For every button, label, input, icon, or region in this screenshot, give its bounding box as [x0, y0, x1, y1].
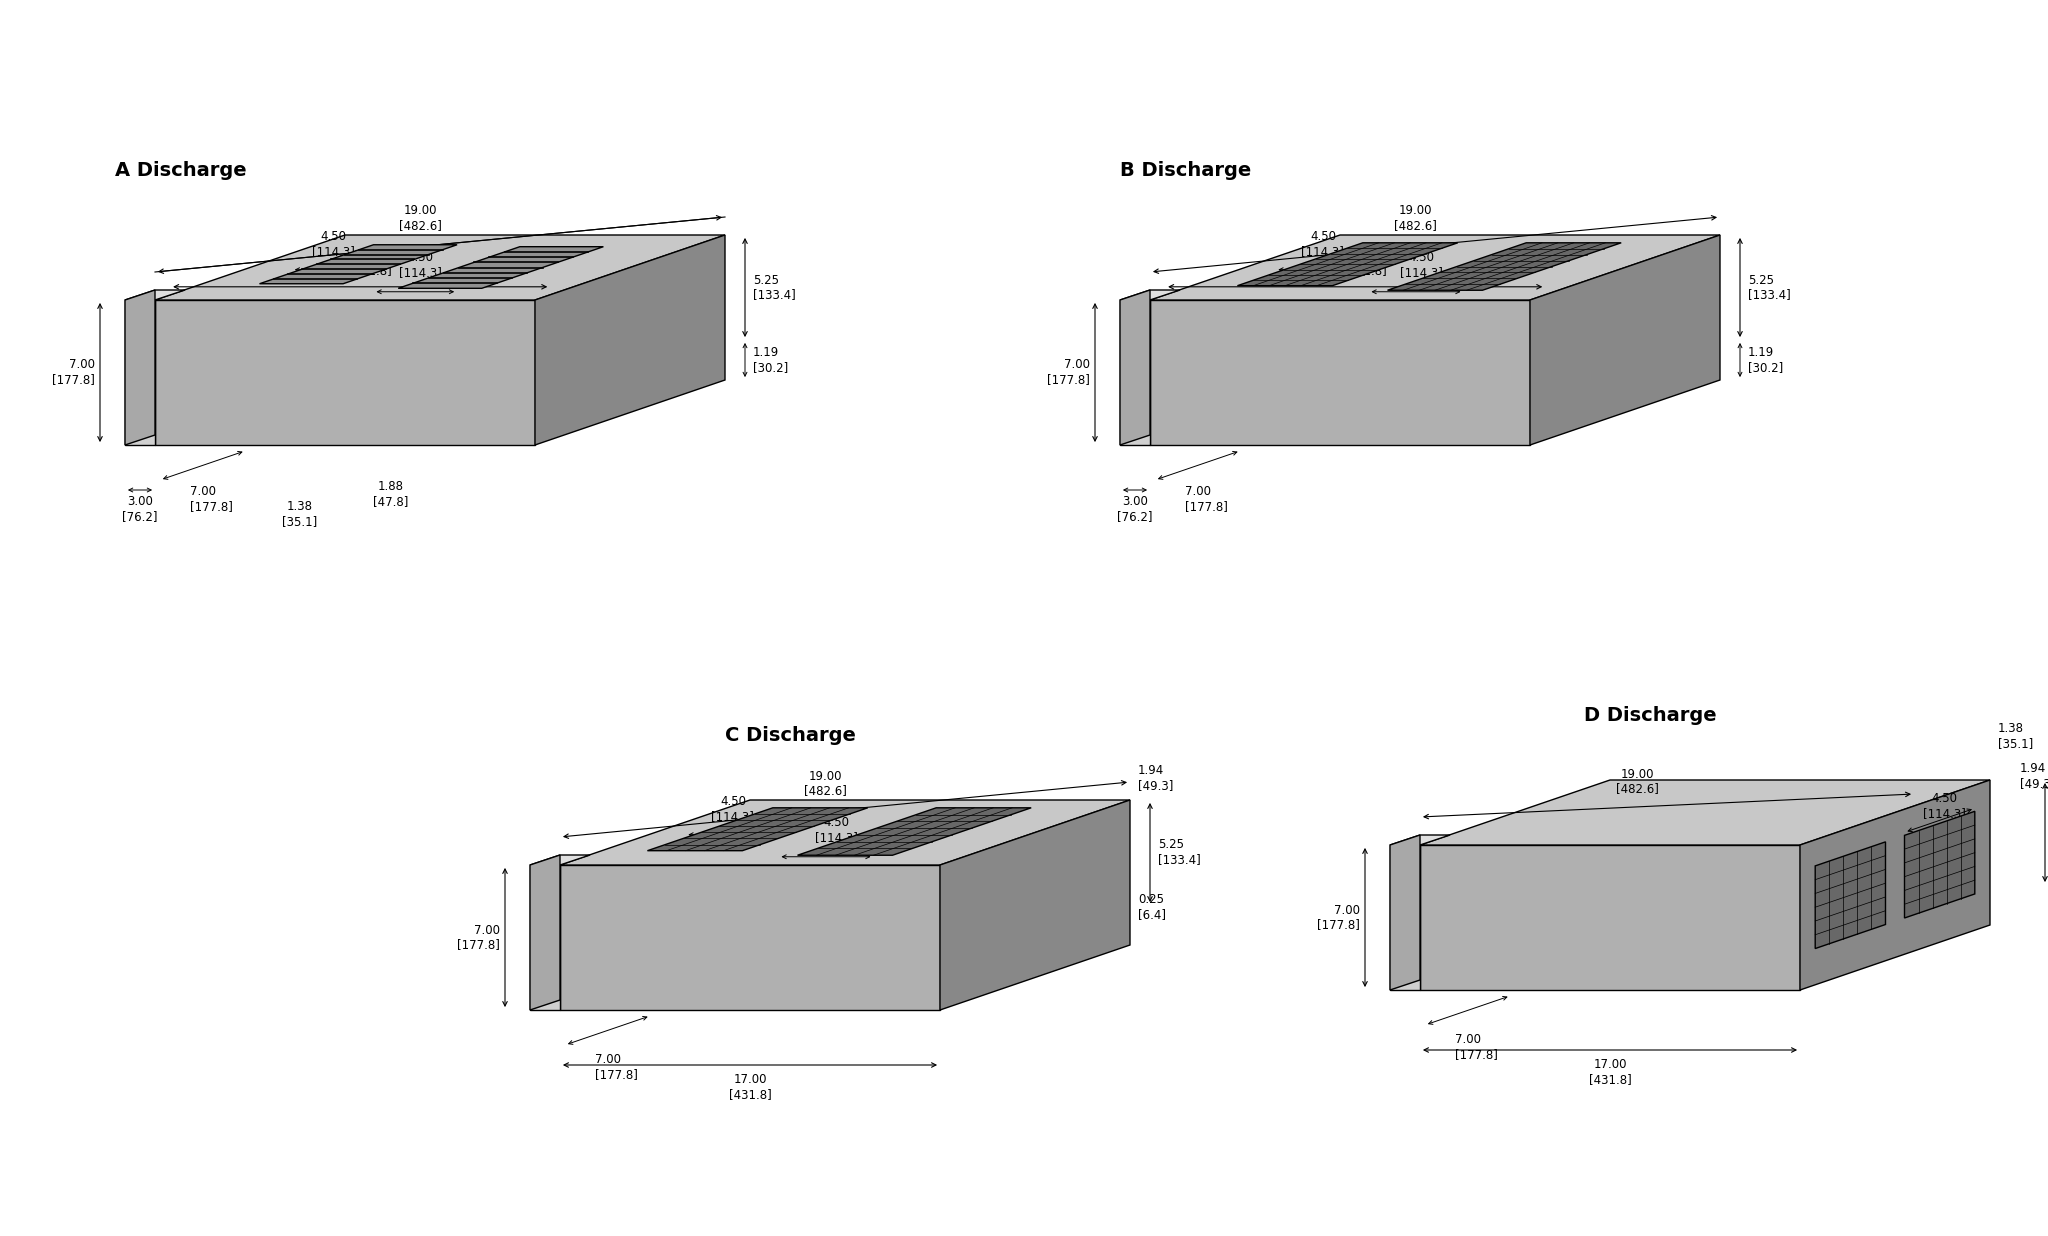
Text: 17.00
[431.8]: 17.00 [431.8] — [729, 1073, 772, 1101]
Text: 4.50
[114.3]: 4.50 [114.3] — [399, 251, 442, 279]
Polygon shape — [797, 808, 1032, 855]
Polygon shape — [1905, 811, 1974, 918]
Text: 19.00
[482.6]: 19.00 [482.6] — [803, 770, 846, 797]
Polygon shape — [1386, 242, 1622, 290]
Polygon shape — [1419, 780, 1991, 845]
Text: C Discharge: C Discharge — [725, 726, 856, 745]
Text: 19.00
[482.6]: 19.00 [482.6] — [1393, 204, 1436, 232]
Polygon shape — [1800, 780, 1991, 990]
Text: 1.38
[35.1]: 1.38 [35.1] — [283, 501, 317, 528]
Text: 7.00
[177.8]: 7.00 [177.8] — [51, 358, 94, 387]
Polygon shape — [125, 290, 184, 300]
Polygon shape — [156, 235, 725, 300]
Text: 7.00
[177.8]: 7.00 [177.8] — [1454, 1033, 1497, 1060]
Polygon shape — [1120, 290, 1151, 445]
Text: 17.00
[431.8]: 17.00 [431.8] — [348, 248, 391, 277]
Text: 4.50
[114.3]: 4.50 [114.3] — [311, 230, 354, 257]
Polygon shape — [125, 300, 156, 445]
Text: 0.25
[6.4]: 0.25 [6.4] — [1139, 892, 1165, 921]
Text: 4.50
[114.3]: 4.50 [114.3] — [711, 795, 754, 823]
Polygon shape — [1237, 242, 1458, 286]
Polygon shape — [530, 855, 559, 1010]
Polygon shape — [1391, 845, 1419, 990]
Text: 4.50
[114.3]: 4.50 [114.3] — [1399, 251, 1442, 279]
Polygon shape — [1151, 235, 1720, 300]
Polygon shape — [1391, 836, 1450, 845]
Polygon shape — [1120, 290, 1180, 300]
Text: A Discharge: A Discharge — [115, 161, 246, 180]
Text: 7.00
[177.8]: 7.00 [177.8] — [457, 923, 500, 952]
Polygon shape — [1151, 300, 1530, 445]
Polygon shape — [1120, 300, 1151, 445]
Text: 7.00
[177.8]: 7.00 [177.8] — [596, 1053, 637, 1082]
Text: 3.00
[76.2]: 3.00 [76.2] — [1118, 494, 1153, 523]
Polygon shape — [530, 865, 559, 1010]
Polygon shape — [647, 808, 868, 850]
Polygon shape — [1530, 235, 1720, 445]
Polygon shape — [940, 800, 1130, 1010]
Text: 7.00
[177.8]: 7.00 [177.8] — [190, 485, 233, 513]
Text: 7.00
[177.8]: 7.00 [177.8] — [1317, 904, 1360, 932]
Polygon shape — [1815, 842, 1886, 948]
Text: 1.38
[35.1]: 1.38 [35.1] — [1999, 722, 2034, 750]
Text: 4.50
[114.3]: 4.50 [114.3] — [1300, 230, 1343, 257]
Polygon shape — [535, 235, 725, 445]
Text: 4.50
[114.3]: 4.50 [114.3] — [1829, 861, 1872, 890]
Text: 17.00
[431.8]: 17.00 [431.8] — [1589, 1058, 1632, 1086]
Polygon shape — [156, 300, 535, 445]
Polygon shape — [1419, 845, 1800, 990]
Text: 5.25
[133.4]: 5.25 [133.4] — [1157, 838, 1200, 866]
Polygon shape — [530, 855, 590, 865]
Text: 1.94
[49.3]: 1.94 [49.3] — [1139, 764, 1174, 792]
Text: 3.00
[76.2]: 3.00 [76.2] — [123, 494, 158, 523]
Text: 19.00
[482.6]: 19.00 [482.6] — [399, 204, 442, 232]
Text: D Discharge: D Discharge — [1583, 706, 1716, 726]
Polygon shape — [125, 290, 156, 445]
Text: 7.00
[177.8]: 7.00 [177.8] — [1186, 485, 1229, 513]
Text: 5.25
[133.4]: 5.25 [133.4] — [1749, 273, 1790, 302]
Text: 1.94
[49.3]: 1.94 [49.3] — [2019, 763, 2048, 790]
Text: 1.19
[30.2]: 1.19 [30.2] — [754, 346, 788, 375]
Text: 17.00
[431.8]: 17.00 [431.8] — [1343, 248, 1386, 277]
Text: B Discharge: B Discharge — [1120, 161, 1251, 180]
Text: 1.88
[47.8]: 1.88 [47.8] — [373, 480, 408, 508]
Text: 5.25
[133.4]: 5.25 [133.4] — [754, 273, 797, 302]
Polygon shape — [260, 245, 457, 284]
Polygon shape — [1391, 836, 1419, 990]
Polygon shape — [397, 247, 604, 288]
Text: 19.00
[482.6]: 19.00 [482.6] — [1616, 768, 1659, 796]
Text: 1.19
[30.2]: 1.19 [30.2] — [1749, 346, 1784, 375]
Text: 7.00
[177.8]: 7.00 [177.8] — [1047, 358, 1090, 387]
Polygon shape — [559, 865, 940, 1010]
Text: 4.50
[114.3]: 4.50 [114.3] — [815, 816, 858, 844]
Polygon shape — [559, 800, 1130, 865]
Text: 4.50
[114.3]: 4.50 [114.3] — [1923, 792, 1966, 821]
